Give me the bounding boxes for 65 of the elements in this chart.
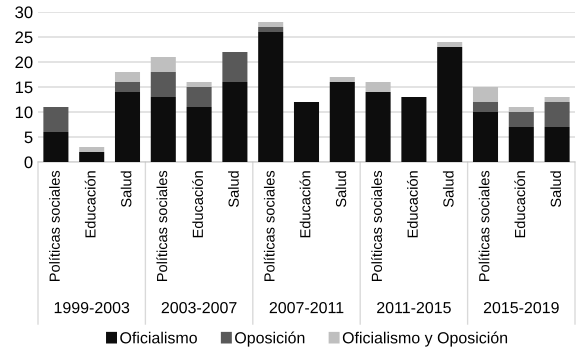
- bar: [258, 27, 284, 32]
- x-tick-label: Salud: [442, 171, 454, 207]
- bar: [150, 57, 176, 72]
- bar: [222, 82, 248, 162]
- bar: [258, 22, 284, 27]
- bar: [79, 152, 104, 162]
- y-tick-label: 0: [24, 156, 32, 168]
- bar: [186, 82, 212, 87]
- bar: [366, 82, 391, 92]
- bar: [114, 82, 140, 92]
- x-tick-label: Educación: [406, 171, 418, 238]
- text: 2015-2019: [484, 302, 559, 314]
- bar: [150, 97, 176, 162]
- x-tick-label: Educación: [84, 171, 96, 238]
- text: 1999-2003: [54, 302, 130, 314]
- y-tick-label: 15: [16, 82, 32, 94]
- bar: [186, 107, 212, 162]
- x-tick-label: Educación: [300, 171, 310, 238]
- bar: [472, 112, 498, 162]
- text: 2007-2011: [270, 302, 344, 314]
- y-tick-label: 5: [24, 132, 32, 144]
- x-tick-label: Salud: [120, 171, 132, 207]
- bar: [544, 97, 570, 102]
- legend-label: Oposición: [235, 332, 304, 347]
- x-tick-label: Educación: [514, 171, 526, 238]
- x-tick-label: Políticas sociales: [264, 170, 275, 281]
- bar: [401, 97, 426, 162]
- y-tick-label: 30: [15, 6, 32, 18]
- bar: [294, 102, 320, 162]
- bar: [43, 107, 68, 132]
- bar: [222, 52, 248, 82]
- bar: [114, 92, 140, 162]
- x-tick-label: Políticas sociales: [478, 170, 490, 281]
- text: 2003-2007: [162, 302, 236, 314]
- y-tick-label: 20: [15, 56, 32, 68]
- text: 2011-2015: [377, 302, 451, 314]
- bar: [437, 42, 462, 47]
- x-tick-label: Salud: [228, 171, 239, 207]
- bar: [472, 102, 498, 112]
- bar: [43, 132, 68, 162]
- bar: [330, 82, 355, 162]
- bar: [150, 72, 176, 97]
- bar: [366, 92, 391, 162]
- bar: [544, 127, 570, 162]
- legend-label: Oficialismo: [120, 332, 197, 344]
- bar: [79, 147, 104, 152]
- x-tick-label: Políticas sociales: [156, 170, 168, 281]
- bar: [258, 32, 284, 162]
- x-tick-label: Educación: [192, 171, 204, 238]
- y-tick-label: 10: [16, 106, 32, 118]
- bar: [508, 107, 534, 112]
- bar: [186, 87, 212, 107]
- bar: [330, 77, 355, 82]
- x-tick-label: Políticas sociales: [371, 170, 382, 281]
- bar: [508, 112, 534, 127]
- legend-label: Oficialismo y Oposición: [342, 332, 508, 347]
- bar: [544, 102, 570, 127]
- bar: [114, 72, 140, 82]
- bar: [437, 47, 462, 162]
- x-tick-label: Salud: [550, 171, 562, 207]
- x-tick-label: Políticas sociales: [48, 170, 60, 281]
- bar: [472, 87, 498, 102]
- x-tick-label: Salud: [336, 171, 346, 207]
- y-tick-label: 25: [15, 31, 32, 44]
- bar: [508, 127, 534, 162]
